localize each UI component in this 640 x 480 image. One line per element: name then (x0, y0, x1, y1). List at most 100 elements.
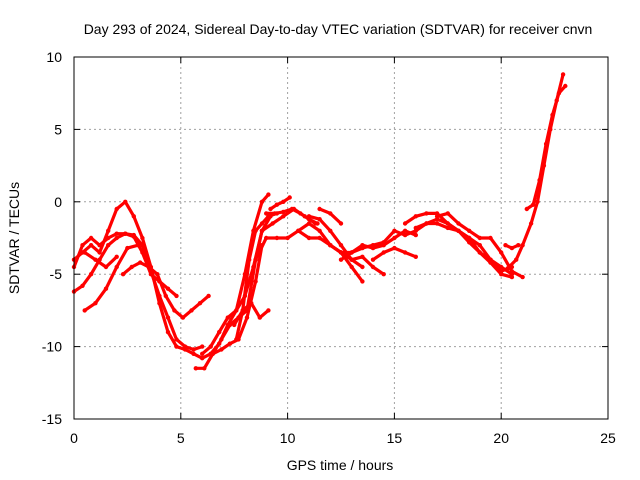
data-point (381, 243, 386, 248)
data-point (537, 177, 542, 183)
data-point (266, 192, 271, 197)
data-point (165, 315, 171, 320)
data-point (306, 214, 312, 219)
data-point (103, 264, 109, 270)
data-point (135, 243, 141, 248)
data-point (381, 250, 386, 255)
data-point (434, 221, 440, 226)
data-point (191, 351, 196, 356)
plot-frame (73, 56, 609, 420)
data-point (114, 235, 119, 241)
data-point (114, 206, 119, 212)
data-point (140, 235, 145, 241)
series-arc-5 (83, 250, 119, 269)
data-point (106, 235, 111, 241)
data-point (370, 257, 376, 262)
data-point (413, 254, 418, 259)
data-point (93, 301, 98, 306)
data-point (306, 221, 312, 226)
series-group (71, 72, 568, 371)
y-tick-label: 10 (46, 49, 62, 65)
data-point (488, 257, 493, 262)
data-point (503, 243, 508, 248)
data-point (550, 112, 555, 118)
data-point (505, 266, 510, 271)
data-point (424, 211, 429, 216)
data-point (338, 250, 344, 255)
x-tick-label: 10 (280, 430, 296, 446)
data-point (338, 243, 344, 248)
data-point (560, 72, 566, 77)
series-arc-4 (83, 243, 140, 312)
data-point (477, 243, 482, 248)
data-point (88, 243, 94, 248)
data-point (514, 257, 519, 262)
data-point (80, 243, 85, 248)
data-point (125, 245, 130, 251)
data-point (219, 337, 224, 342)
data-point (266, 308, 271, 313)
data-point (129, 264, 134, 270)
data-point (114, 254, 119, 259)
data-point (200, 351, 205, 356)
data-point (274, 235, 280, 241)
data-point (381, 272, 386, 277)
data-point (285, 235, 290, 241)
data-point (157, 293, 162, 299)
data-point (349, 257, 354, 262)
data-point (140, 243, 145, 248)
data-point (272, 211, 277, 216)
data-point (234, 308, 239, 313)
data-point (392, 245, 397, 251)
data-point (174, 293, 179, 299)
data-point (413, 214, 418, 219)
data-point (123, 231, 128, 236)
data-point (467, 228, 472, 233)
data-point (296, 228, 301, 233)
data-point (413, 232, 418, 238)
data-point (251, 264, 256, 270)
data-point (477, 235, 482, 241)
data-point (244, 315, 250, 320)
data-point (281, 209, 286, 215)
data-point (253, 228, 258, 233)
x-tick-label: 5 (177, 430, 185, 446)
data-point (528, 221, 534, 226)
data-point (289, 206, 295, 212)
data-point (516, 243, 521, 248)
data-point (563, 83, 568, 89)
data-point (88, 235, 94, 241)
data-point (402, 221, 408, 226)
data-point (253, 257, 258, 262)
data-point (210, 351, 215, 356)
data-point (138, 260, 143, 265)
data-point (88, 272, 94, 277)
data-point (200, 356, 205, 361)
data-point (445, 225, 450, 231)
data-point (499, 272, 504, 277)
data-point (82, 308, 87, 313)
y-tick-label: -5 (50, 266, 63, 282)
data-point (225, 315, 230, 320)
data-point (270, 221, 275, 226)
data-point (531, 202, 536, 207)
data-point (434, 214, 440, 219)
data-point (202, 366, 207, 371)
data-point (509, 269, 515, 274)
data-point (103, 286, 109, 291)
data-point (328, 243, 333, 248)
data-point (189, 308, 194, 313)
data-point (317, 235, 322, 241)
data-point (349, 264, 354, 270)
data-point (392, 235, 397, 241)
data-point (349, 250, 354, 255)
data-point (191, 347, 196, 352)
data-point (338, 221, 344, 226)
data-point (317, 217, 322, 222)
data-point (172, 308, 177, 313)
data-point (488, 235, 493, 241)
y-tick-label: -10 (42, 339, 62, 355)
data-point (535, 199, 540, 204)
chart-title: Day 293 of 2024, Sidereal Day-to-day VTE… (84, 21, 593, 37)
data-point (268, 206, 273, 212)
